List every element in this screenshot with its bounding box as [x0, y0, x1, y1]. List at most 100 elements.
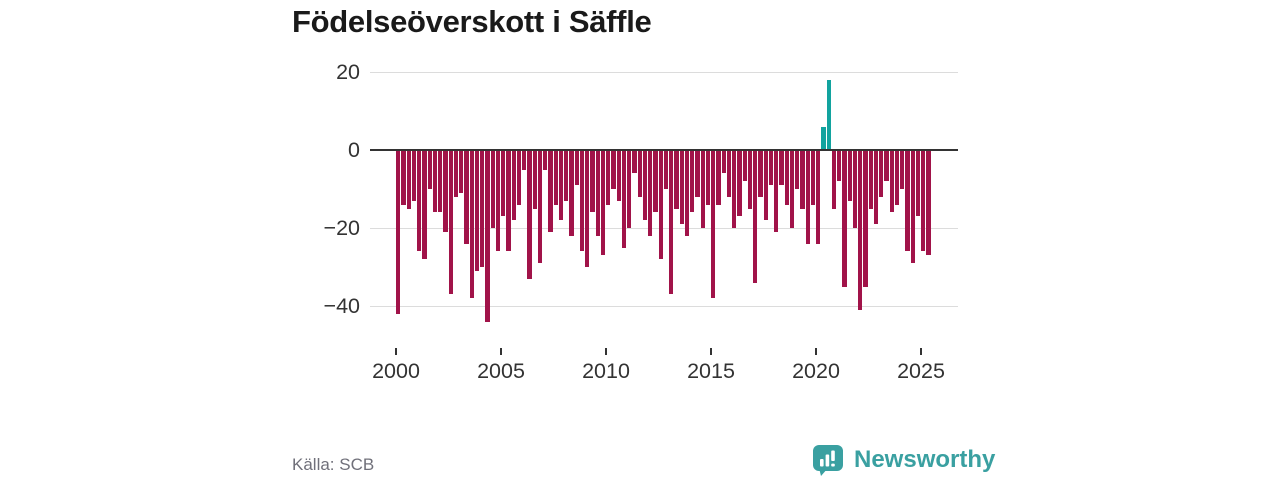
bar [737, 150, 742, 217]
bar [637, 150, 642, 197]
bar [469, 150, 474, 299]
bar [663, 150, 669, 189]
bar [579, 150, 585, 252]
y-axis-label: −20 [323, 216, 360, 240]
bar [411, 150, 417, 201]
bar [679, 150, 684, 225]
x-axis-tick [500, 348, 502, 355]
bar [627, 150, 632, 228]
bar [711, 150, 716, 299]
x-axis-tick [920, 348, 922, 355]
gridline [370, 71, 958, 73]
bar [474, 150, 480, 271]
bar [858, 150, 863, 310]
bar [816, 150, 821, 244]
bar [768, 150, 774, 186]
bar [611, 150, 616, 189]
bar [879, 150, 884, 197]
newsworthy-logo[interactable]: Newsworthy [812, 444, 995, 476]
bar [921, 150, 926, 252]
bar [401, 150, 406, 205]
bar [548, 150, 553, 232]
bar [564, 150, 569, 201]
bar [480, 150, 485, 267]
bar [868, 150, 873, 209]
bar [884, 150, 889, 182]
bar [558, 150, 564, 221]
bar [396, 150, 401, 314]
bar [795, 150, 800, 189]
x-axis-tick [395, 348, 397, 355]
bar [753, 150, 758, 283]
bar [417, 150, 422, 252]
bar [600, 150, 606, 256]
bar [716, 150, 721, 205]
bar [779, 150, 784, 186]
bar [569, 150, 574, 236]
bar [621, 150, 627, 248]
bar [427, 150, 432, 189]
bar [910, 150, 915, 264]
bar [821, 126, 826, 150]
bar [543, 150, 548, 170]
x-axis-label: 2015 [687, 359, 735, 383]
bar [837, 150, 842, 182]
bar [905, 150, 910, 252]
bar [721, 150, 726, 174]
x-axis-label: 2020 [792, 359, 840, 383]
bar [684, 150, 690, 236]
bar [485, 150, 490, 322]
bar [553, 150, 558, 205]
plot-area [370, 62, 958, 330]
bar [658, 150, 663, 260]
bar [758, 150, 763, 197]
x-axis-label: 2010 [582, 359, 630, 383]
x-axis-label: 2005 [477, 359, 525, 383]
x-axis: 2000 2005 2010 2015 2020 2025 [370, 330, 958, 394]
bar [595, 150, 600, 236]
bar [842, 150, 847, 287]
bar [789, 150, 795, 228]
x-axis-tick [815, 348, 817, 355]
bar [448, 150, 453, 295]
x-axis-tick [605, 348, 607, 355]
bar [537, 150, 543, 264]
bar [532, 150, 537, 209]
bar [574, 150, 579, 186]
bar [522, 150, 527, 170]
bar [438, 150, 443, 213]
newsworthy-wordmark: Newsworthy [854, 446, 996, 473]
bar [742, 150, 747, 182]
bar [590, 150, 595, 213]
bar [511, 150, 516, 221]
bar [459, 150, 464, 193]
bar [705, 150, 711, 205]
bar [863, 150, 868, 287]
bar [495, 150, 501, 252]
bar [606, 150, 611, 205]
bar [826, 79, 831, 150]
bar [800, 150, 805, 209]
bar [443, 150, 448, 232]
bar [915, 150, 921, 217]
bar [774, 150, 779, 232]
bar [653, 150, 658, 213]
bar [585, 150, 590, 267]
bar [700, 150, 705, 228]
bar [732, 150, 737, 228]
bar [669, 150, 674, 295]
y-axis-label: −40 [323, 294, 360, 318]
bar [894, 150, 900, 205]
bar [501, 150, 506, 217]
bar [642, 150, 648, 221]
bar [422, 150, 427, 260]
bar [889, 150, 894, 213]
bar [926, 150, 931, 256]
bar [674, 150, 679, 209]
bar [464, 150, 469, 244]
y-axis-label: 0 [348, 138, 360, 162]
source-note: Källa: SCB [292, 455, 375, 474]
bar [490, 150, 495, 228]
zero-line [370, 148, 958, 152]
